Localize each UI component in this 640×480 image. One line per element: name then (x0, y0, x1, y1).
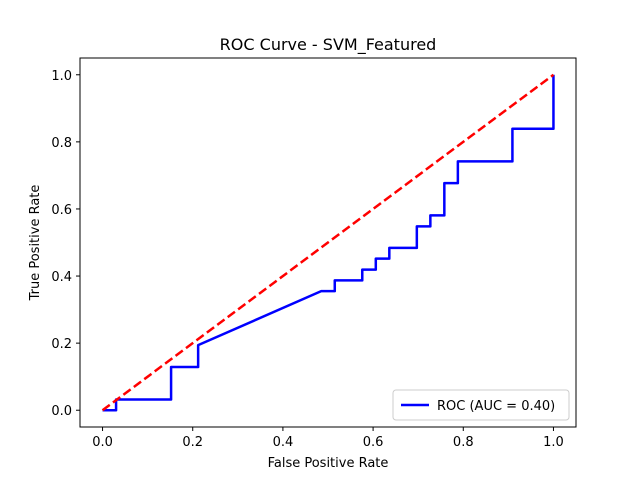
y-tick-label: 0.8 (51, 136, 72, 151)
y-axis-label: True Positive Rate (28, 185, 43, 302)
x-axis-label: False Positive Rate (268, 456, 389, 471)
x-tick-label: 1.0 (543, 435, 564, 450)
x-tick-label: 0.0 (92, 435, 113, 450)
y-tick-label: 0.6 (51, 203, 72, 218)
chance-diagonal-line (101, 73, 555, 412)
axes-frame (79, 57, 577, 428)
y-tick-label: 1.0 (51, 69, 72, 84)
legend-box (392, 389, 570, 421)
legend-label: ROC (AUC = 0.40) (437, 399, 555, 414)
chart-title: ROC Curve - SVM_Featured (220, 35, 437, 55)
axis-ticks: 0.0 0.2 0.4 0.6 0.8 1.0 0.0 0.2 0.4 0.6 0.8 1.0 (51, 69, 563, 450)
y-tick-label: 0.2 (51, 337, 72, 352)
legend: ROC (AUC = 0.40) (392, 389, 570, 421)
roc-curve-line (102, 74, 555, 412)
x-tick-label: 0.6 (363, 435, 384, 450)
x-tick-label: 0.8 (453, 435, 474, 450)
y-tick-label: 0.4 (51, 270, 72, 285)
x-tick-label: 0.2 (182, 435, 203, 450)
x-tick-label: 0.4 (273, 435, 294, 450)
plot-area (101, 73, 555, 412)
y-tick-label: 0.0 (51, 404, 72, 419)
